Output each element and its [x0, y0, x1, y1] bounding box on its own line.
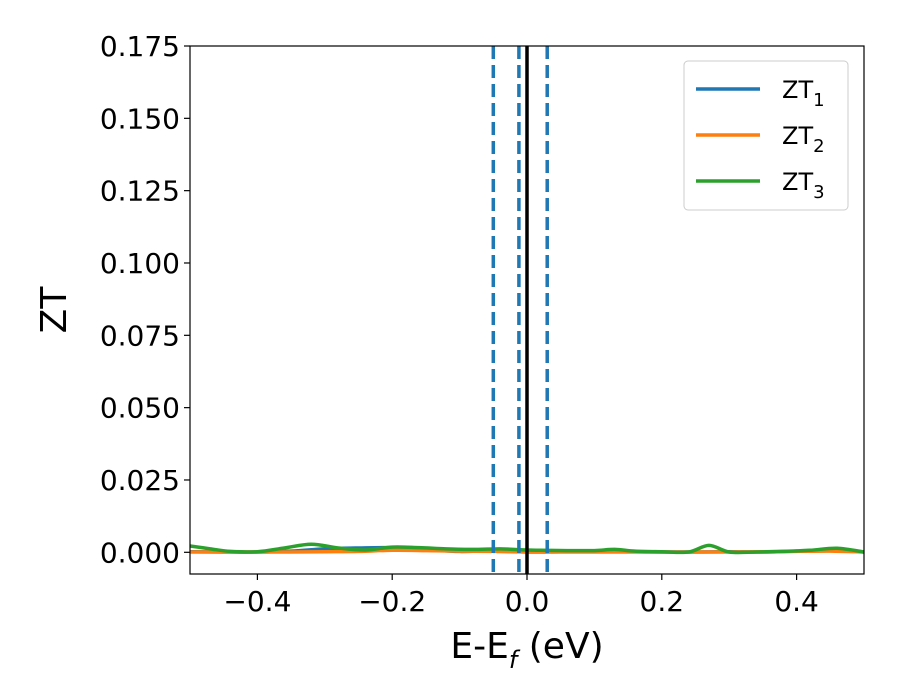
legend-label-zt3: ZT3: [782, 168, 825, 203]
legend-label-zt2: ZT2: [782, 122, 825, 157]
x-tick-label: 0.2: [640, 585, 685, 618]
x-tick-label: −0.2: [358, 585, 426, 618]
series-line-zt3: [190, 542, 864, 555]
legend-box: [683, 60, 849, 211]
x-axis-label: E-Ef (eV): [450, 626, 603, 674]
y-tick-label: 0.050: [100, 392, 180, 425]
legend-label-zt1: ZT1: [782, 76, 825, 111]
plot-area: [190, 46, 864, 574]
y-tick-label: 0.100: [100, 247, 180, 280]
legend: ZT1 ZT2 ZT3: [683, 60, 849, 211]
y-tick-label: 0.125: [100, 175, 180, 208]
x-axis: −0.4 −0.2 0.0 0.2 0.4: [223, 574, 819, 618]
y-tick-label: 0.175: [100, 30, 180, 63]
x-tick-label: 0.0: [505, 585, 550, 618]
x-tick-label: 0.4: [774, 585, 819, 618]
y-tick-label: 0.025: [100, 464, 180, 497]
y-tick-label: 0.150: [100, 102, 180, 135]
y-axis-label: ZT: [34, 286, 75, 334]
y-tick-label: 0.075: [100, 319, 180, 352]
x-tick-label: −0.4: [223, 585, 291, 618]
y-axis: 0.000 0.025 0.050 0.075 0.100 0.125 0.150 0.175: [100, 30, 190, 569]
y-tick-label: 0.000: [100, 536, 180, 569]
